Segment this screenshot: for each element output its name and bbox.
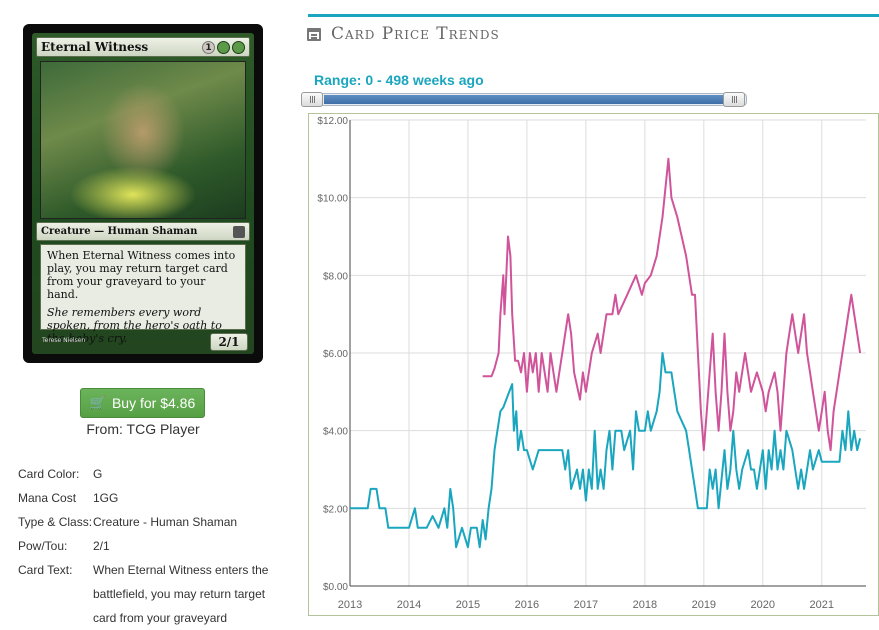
price-series-line-1 (482, 157, 862, 452)
card-rules-text: When Eternal Witness comes into play, yo… (47, 249, 236, 301)
section-divider (308, 14, 879, 17)
range-slider-fill (324, 95, 732, 104)
card-info-table: Card Color: G Mana Cost 1GG Type & Class… (18, 462, 273, 630)
green-mana-icon (232, 40, 245, 54)
x-tick-label: 2015 (456, 599, 480, 611)
green-mana-icon (217, 40, 230, 54)
card-artist: Terese Nielsen (42, 337, 86, 344)
shopping-cart-icon: 🛒 (89, 395, 106, 410)
generic-mana-icon: 1 (202, 40, 215, 54)
info-label: Card Text: (18, 563, 73, 577)
vendor-line: From: TCG Player (86, 421, 200, 437)
info-label: Card Color: (18, 467, 80, 481)
card-flavor-text: She remembers every word spoken, from th… (47, 306, 222, 345)
buy-button[interactable]: 🛒 Buy for $4.86 (80, 388, 205, 418)
y-tick-label: $4.00 (323, 427, 348, 438)
mana-cost-symbols: 1 (202, 40, 245, 54)
info-row: Type & Class: Creature - Human Shaman (18, 510, 273, 534)
price-trend-chart: $0.00 $2.00 $4.00 $6.00 $8.00 $10.00 $12.00 20… (308, 113, 879, 616)
y-tick-label: $8.00 (323, 271, 348, 282)
section-heading: Card Price Trends (307, 24, 500, 44)
range-label: Range: 0 - 498 weeks ago (314, 72, 484, 88)
range-slider-handle-left[interactable] (301, 92, 323, 107)
x-tick-label: 2016 (515, 599, 539, 611)
x-tick-label: 2021 (810, 599, 834, 611)
card-type-line: Creature — Human Shaman (41, 226, 198, 237)
info-value: When Eternal Witness enters the battlefi… (93, 563, 269, 625)
y-tick-label: $10.00 (317, 194, 348, 205)
y-tick-label: $12.00 (317, 116, 348, 127)
card-type-bar: Creature — Human Shaman (36, 222, 250, 241)
y-tick-label: $6.00 (323, 349, 348, 360)
price-series-line-2 (350, 352, 862, 549)
info-label: Mana Cost (18, 491, 77, 505)
x-tick-label: 2017 (574, 599, 598, 611)
price-chart-svg: $0.00 $2.00 $4.00 $6.00 $8.00 $10.00 $12.00 20… (308, 113, 879, 616)
info-row: Pow/Tou: 2/1 (18, 534, 273, 558)
info-value: 1GG (93, 491, 119, 505)
info-row: Card Text: When Eternal Witness enters t… (18, 558, 273, 630)
info-label: Type & Class: (18, 515, 93, 529)
x-tick-label: 2014 (397, 599, 421, 611)
range-slider-handle-right[interactable] (723, 92, 745, 107)
x-tick-label: 2013 (338, 599, 362, 611)
chart-border (308, 113, 879, 616)
card-name: Eternal Witness (41, 40, 149, 54)
x-tick-label: 2019 (692, 599, 716, 611)
x-tick-label: 2018 (633, 599, 657, 611)
y-tick-label: $2.00 (323, 504, 348, 515)
info-value: 2/1 (93, 539, 110, 553)
card-image: Eternal Witness 1 Creature — Human Shama… (23, 24, 263, 363)
buy-button-label: Buy for $4.86 (111, 395, 196, 411)
card-artwork (40, 61, 246, 219)
x-tick-label: 2020 (751, 599, 775, 611)
info-row: Card Color: G (18, 462, 273, 486)
set-symbol-icon (233, 225, 245, 238)
range-slider[interactable] (301, 92, 747, 107)
info-row: Mana Cost 1GG (18, 486, 273, 510)
y-tick-label: $0.00 (323, 582, 348, 593)
card-text-box: When Eternal Witness comes into play, yo… (40, 244, 246, 345)
card-name-bar: Eternal Witness 1 (36, 37, 250, 57)
calendar-icon (307, 27, 321, 41)
info-value: G (93, 467, 103, 481)
info-label: Pow/Tou: (18, 539, 68, 553)
info-value: Creature - Human Shaman (93, 515, 238, 529)
card-frame: Eternal Witness 1 Creature — Human Shama… (32, 33, 254, 354)
section-title: Card Price Trends (331, 24, 500, 44)
card-power-toughness: 2/1 (210, 333, 248, 351)
